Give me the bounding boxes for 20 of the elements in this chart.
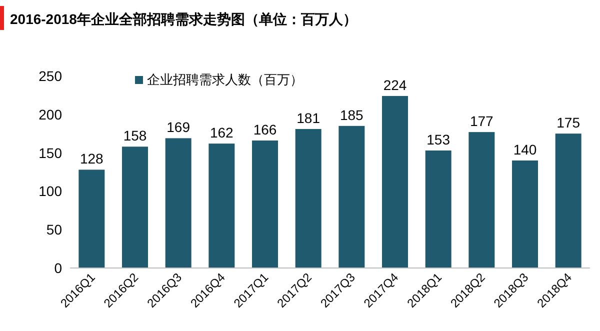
legend: 企业招聘需求人数（百万）: [135, 72, 303, 87]
data-label: 158: [123, 128, 147, 144]
data-label: 162: [210, 124, 234, 141]
y-tick-label: 150: [38, 144, 62, 161]
chart-title: 2016-2018年企业全部招聘需求走势图（单位：百万人）: [10, 11, 357, 27]
data-label: 169: [166, 119, 190, 136]
y-tick-label: 200: [38, 106, 62, 122]
data-label: 140: [513, 141, 537, 158]
data-label: 185: [340, 106, 364, 123]
data-label: 224: [383, 76, 407, 93]
data-label: 166: [253, 122, 277, 138]
data-label: 175: [556, 114, 580, 131]
data-label: 153: [426, 131, 450, 148]
y-tick-label: 250: [38, 68, 62, 84]
y-tick-label: 100: [38, 183, 62, 200]
data-label: 177: [470, 113, 494, 130]
y-tick-label: 50: [46, 222, 62, 238]
data-label: 181: [296, 110, 320, 126]
data-label: 128: [80, 150, 104, 167]
y-tick-label: 0: [54, 260, 62, 276]
